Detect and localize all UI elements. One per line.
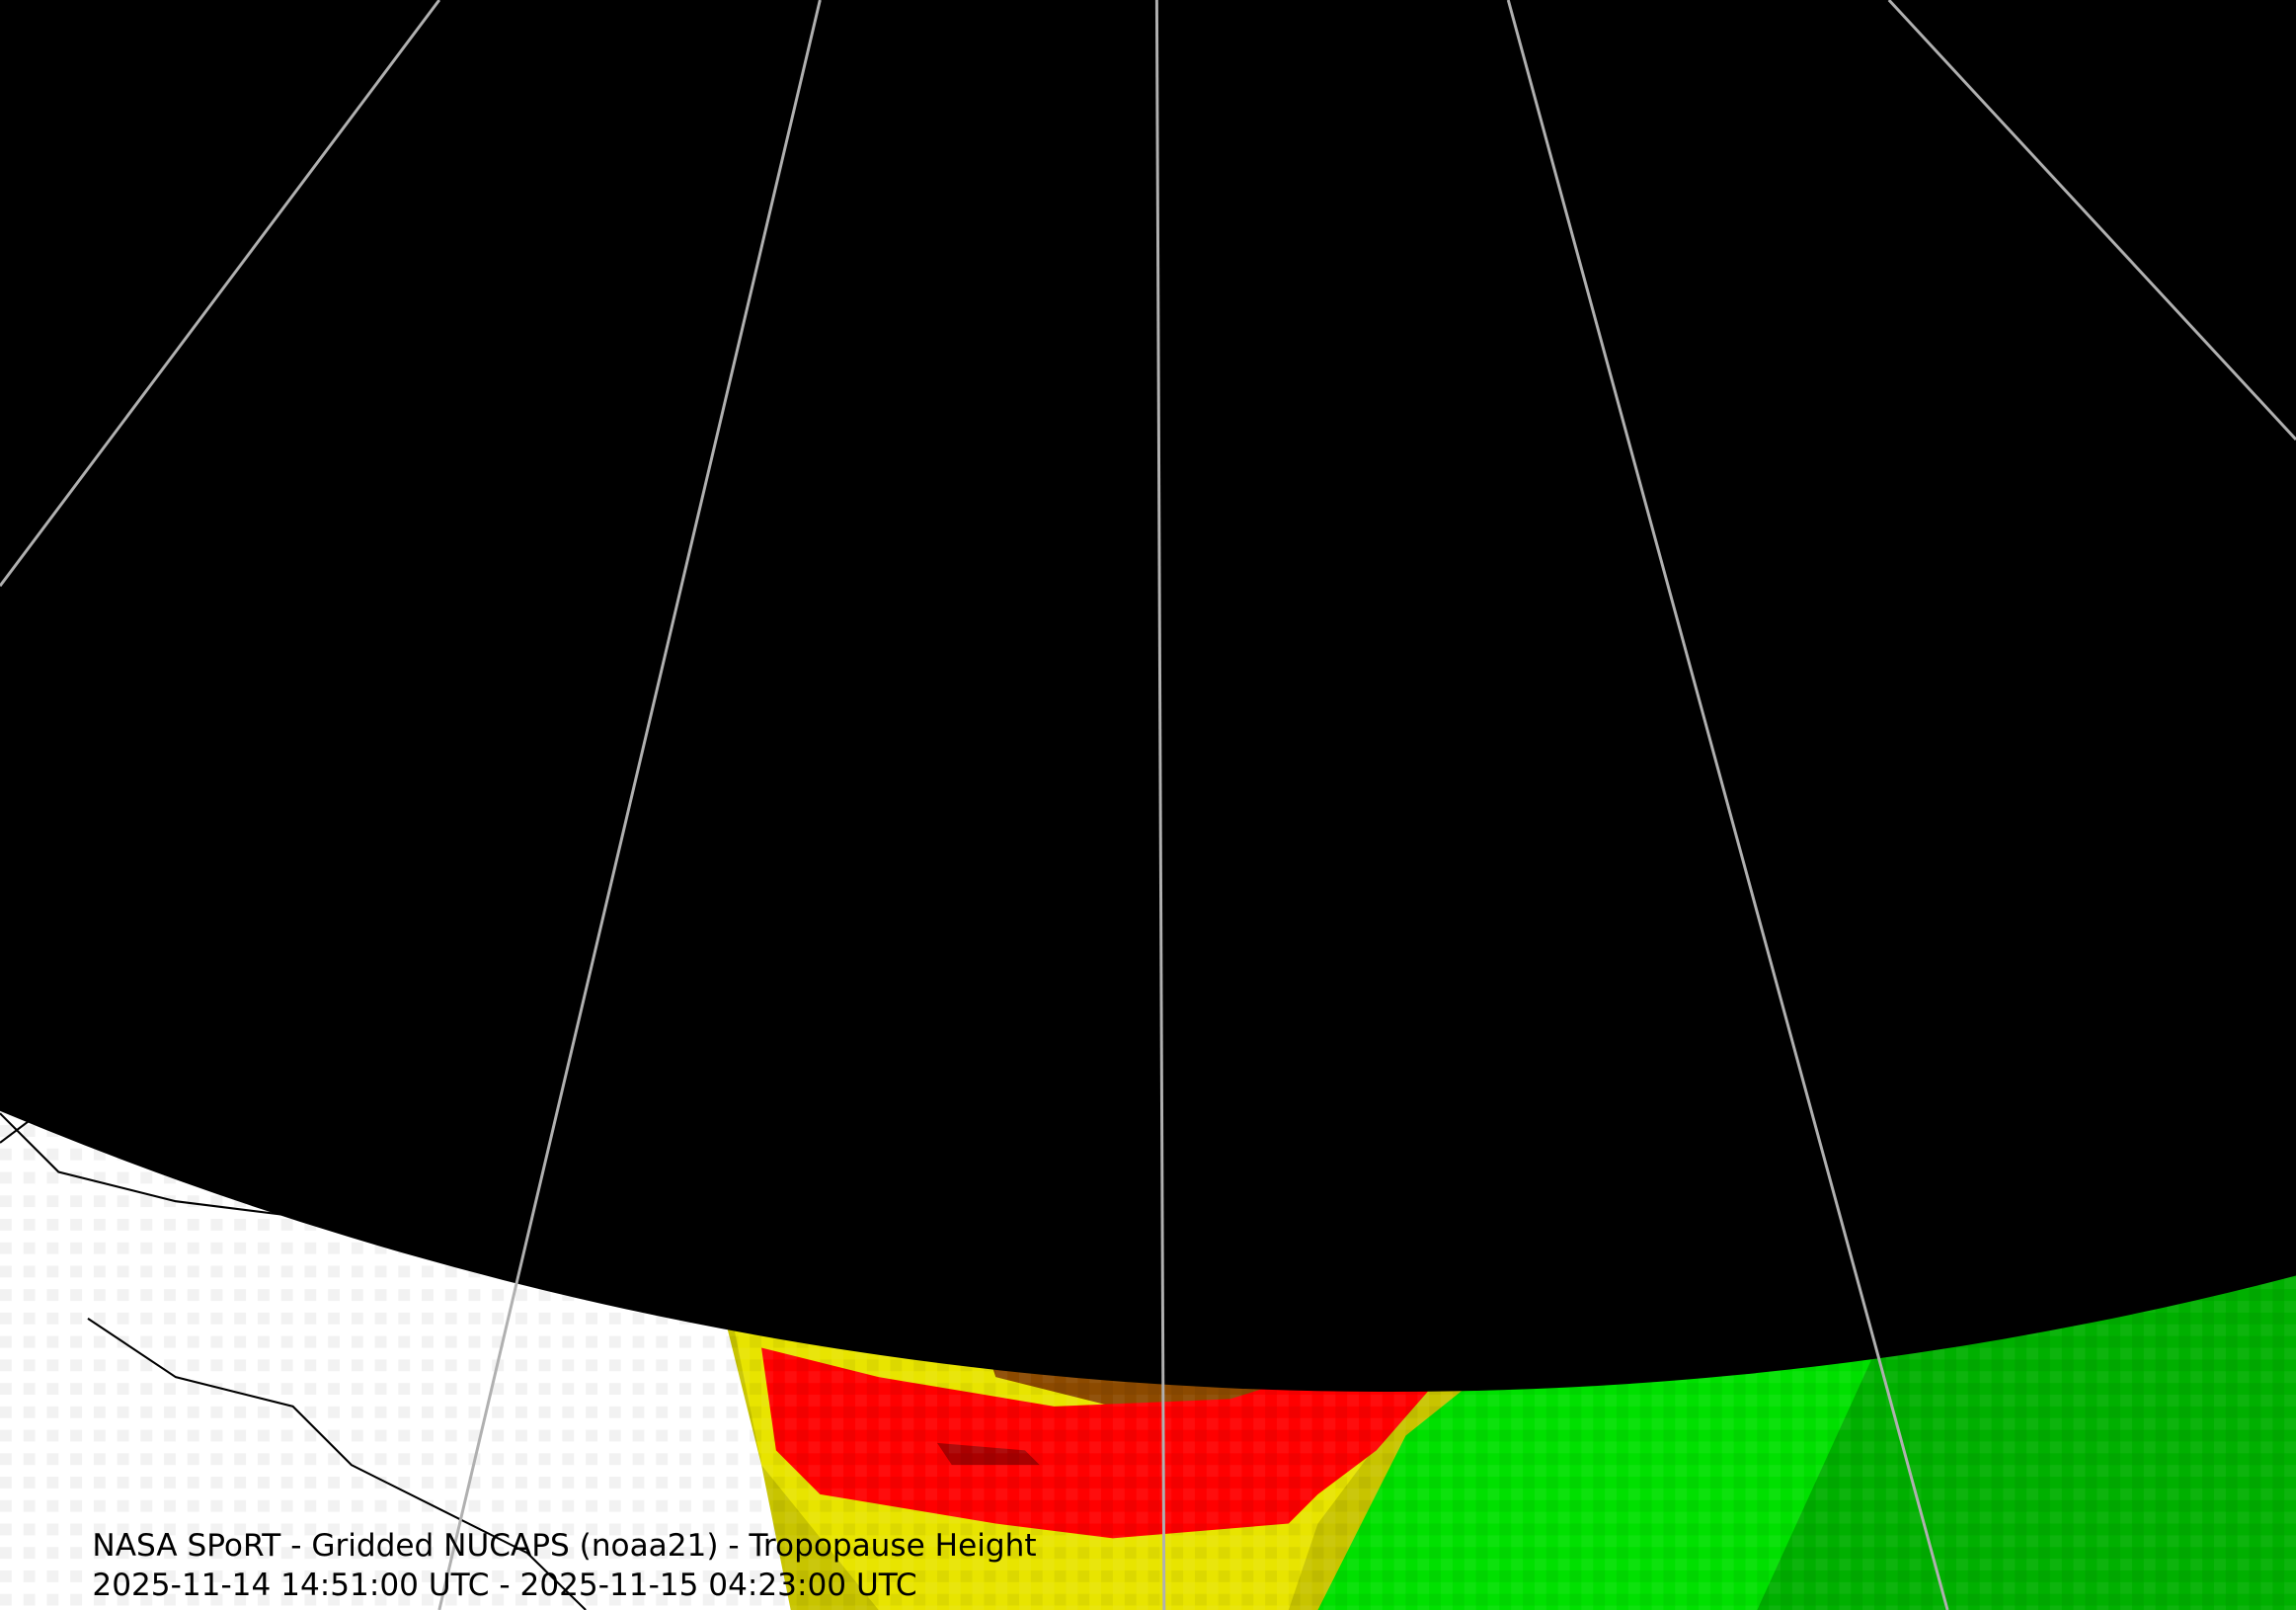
latitude-line — [0, 0, 2296, 1391]
meridian — [437, 0, 822, 1610]
caption-time: 2025-11-14 14:51:00 UTC - 2025-11-15 04:… — [92, 1568, 916, 1603]
coastline — [87, 1317, 587, 1610]
meridian — [1887, 0, 2296, 441]
meridian — [1154, 0, 1166, 1610]
meridian — [1506, 0, 1949, 1610]
meridian — [0, 0, 441, 588]
caption-title: NASA SPoRT - Gridded NUCAPS (noaa21) - T… — [92, 1528, 1036, 1564]
